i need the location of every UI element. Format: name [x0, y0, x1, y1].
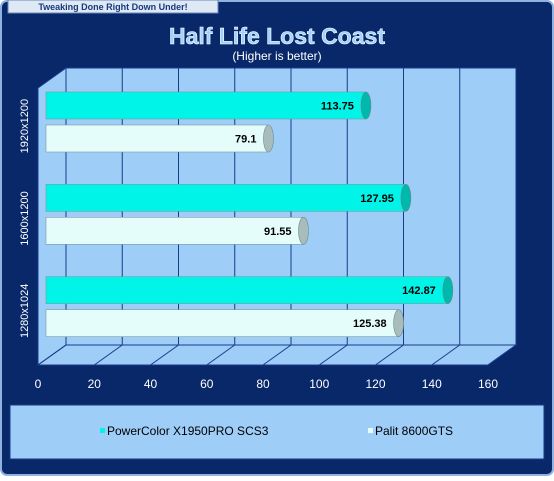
floor-grid-line — [375, 344, 404, 366]
bar-cap — [400, 184, 412, 212]
floor-grid-line — [37, 344, 67, 366]
banner: Tweaking Done Right Down Under! — [38, 2, 187, 12]
bar-body — [45, 184, 407, 212]
bar-body — [45, 124, 269, 153]
bar-cap — [298, 217, 309, 245]
value-label: 91.55 — [264, 226, 292, 238]
bar-body — [45, 309, 399, 337]
bar-cap — [360, 91, 372, 120]
legend-box — [9, 404, 545, 460]
floor-grid-line — [487, 344, 517, 366]
chart-subtitle: (Higher is better) — [232, 49, 321, 63]
x-tick-label: 160 — [478, 377, 498, 391]
x-tick-label: 60 — [200, 377, 214, 391]
floor-grid-line — [262, 344, 292, 366]
legend-label: PowerColor X1950PRO SCS3 — [107, 424, 269, 438]
chart-title: Half Life Lost Coast — [169, 23, 385, 49]
y-tick-label: 1920x1200 — [19, 99, 31, 153]
x-tick-label: 100 — [309, 377, 329, 391]
value-label: 127.95 — [360, 193, 394, 205]
bar — [45, 124, 274, 153]
bar — [45, 184, 412, 212]
x-tick-label: 0 — [35, 377, 42, 391]
bar-cap — [263, 124, 274, 153]
bar — [45, 309, 404, 337]
value-label: 113.75 — [321, 101, 354, 113]
x-tick-label: 120 — [365, 377, 385, 391]
floor-grid-line — [93, 344, 123, 366]
bar — [45, 91, 372, 120]
x-tick-label: 20 — [88, 377, 102, 391]
legend-swatch — [100, 428, 105, 433]
bar-body — [45, 276, 449, 304]
floor-grid-line — [318, 344, 348, 366]
banner-box — [7, 0, 219, 14]
value-label: 79.1 — [235, 134, 256, 146]
bar-body — [45, 91, 367, 120]
x-tick-label: 40 — [144, 377, 158, 391]
value-label: 142.87 — [402, 285, 436, 297]
bar-cap — [393, 309, 404, 337]
bar — [45, 276, 454, 304]
legend-label: Palit 8600GTS — [375, 424, 453, 438]
x-tick-label: 80 — [256, 377, 270, 391]
bar — [45, 217, 309, 245]
floor-grid-line — [431, 344, 461, 366]
value-label: 125.38 — [353, 318, 387, 330]
floor-grid-line — [206, 344, 236, 366]
floor-grid-line — [150, 344, 179, 366]
legend-swatch — [368, 428, 373, 433]
x-tick-label: 140 — [422, 377, 442, 391]
bar-cap — [442, 276, 454, 304]
y-tick-label: 1280x1024 — [19, 284, 31, 338]
y-tick-label: 1600x1200 — [19, 191, 31, 245]
bar-body — [45, 217, 304, 245]
